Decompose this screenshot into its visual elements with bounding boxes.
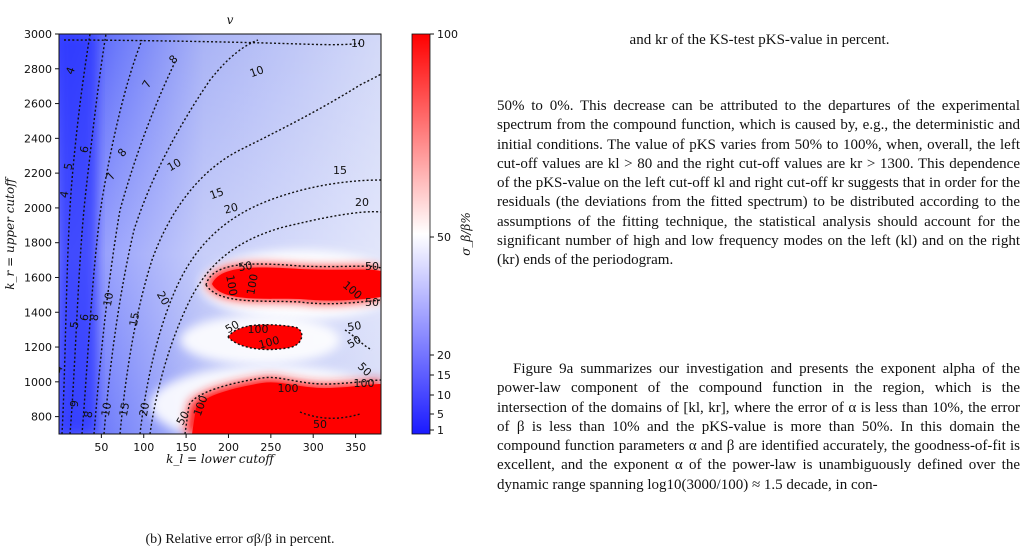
svg-text:100: 100 — [248, 323, 269, 336]
paragraph-2: Figure 9a summarizes our investigation a… — [497, 361, 1020, 493]
contour-lines — [61, 34, 381, 434]
svg-text:4: 4 — [63, 65, 78, 76]
y-tick-label: 800 — [31, 411, 52, 424]
colorbar-tick-label: 50 — [437, 231, 451, 244]
x-tick-label: 100 — [133, 441, 154, 454]
x-tick-label: 50 — [94, 441, 108, 454]
svg-text:5: 5 — [62, 162, 76, 171]
y-tick-label: 1000 — [24, 376, 52, 389]
heatmap-field: 10 10 10 15 15 20 20 4 4 4 5 5 6 6 9 7 8… — [52, 34, 381, 434]
svg-text:9: 9 — [68, 400, 82, 408]
y-tick-label: 1400 — [24, 306, 52, 319]
svg-text:50: 50 — [174, 409, 192, 428]
svg-text:50: 50 — [313, 418, 327, 431]
colorbar-tick-label: 5 — [437, 408, 444, 421]
x-axis: 50 100 150 200 250 300 350 — [94, 434, 366, 454]
svg-text:10: 10 — [351, 37, 365, 50]
svg-text:20: 20 — [137, 401, 152, 417]
paragraph-1: 50% to 0%. This decrease can be attribut… — [497, 98, 1020, 269]
y-tick-label: 1800 — [24, 237, 52, 250]
y-axis: 800 1000 1200 1400 1600 1800 2000 2200 2400 2600 2… — [24, 28, 59, 424]
colorbar-label: σ_β/β% — [459, 212, 473, 256]
svg-text:50: 50 — [365, 296, 379, 309]
panel-title: v — [227, 13, 234, 27]
colorbar-gradient — [411, 33, 431, 435]
y-tick-label: 2600 — [24, 98, 52, 111]
svg-text:50: 50 — [346, 319, 362, 334]
svg-text:15: 15 — [333, 164, 347, 177]
plot-frame — [58, 33, 382, 435]
colorbar-tick-label: 20 — [437, 349, 451, 362]
colorbar-tick-label: 15 — [437, 369, 451, 382]
x-tick-label: 250 — [260, 441, 281, 454]
svg-text:20: 20 — [154, 289, 172, 308]
colorbar-tick-label: 100 — [437, 28, 458, 41]
svg-text:4: 4 — [52, 366, 66, 374]
svg-text:100: 100 — [278, 382, 299, 395]
x-tick-label: 200 — [218, 441, 239, 454]
svg-text:50: 50 — [365, 260, 379, 273]
svg-text:50: 50 — [345, 333, 364, 351]
y-tick-label: 1600 — [24, 271, 52, 284]
svg-text:50: 50 — [223, 318, 242, 336]
svg-text:20: 20 — [355, 196, 369, 209]
y-tick-label: 2400 — [24, 132, 52, 145]
heatmap-figure: 10 10 10 15 15 20 20 4 4 4 5 5 6 6 9 7 8… — [3, 13, 473, 466]
x-tick-label: 150 — [176, 441, 197, 454]
svg-text:15: 15 — [117, 401, 132, 417]
svg-text:10: 10 — [248, 63, 266, 80]
svg-text:6: 6 — [78, 313, 92, 322]
svg-text:15: 15 — [208, 185, 226, 202]
svg-text:10: 10 — [99, 401, 114, 417]
figure-caption: (b) Relative error σβ/β in percent. — [145, 532, 335, 547]
svg-text:7: 7 — [103, 171, 118, 183]
svg-text:8: 8 — [82, 410, 96, 419]
y-tick-label: 2200 — [24, 167, 52, 180]
x-tick-label: 350 — [345, 441, 366, 454]
svg-text:10: 10 — [101, 291, 116, 307]
x-tick-label: 300 — [303, 441, 324, 454]
svg-text:4: 4 — [58, 190, 72, 199]
svg-text:20: 20 — [223, 201, 240, 217]
y-tick-label: 1200 — [24, 341, 52, 354]
svg-text:6: 6 — [78, 145, 92, 154]
colorbar-tick-label: 1 — [437, 424, 444, 437]
svg-text:100: 100 — [244, 273, 260, 296]
svg-text:15: 15 — [127, 311, 142, 327]
colorbar-tick-label: 10 — [437, 389, 451, 402]
figure-panel: 10 10 10 15 15 20 20 4 4 4 5 5 6 6 9 7 8… — [0, 0, 480, 548]
svg-text:100: 100 — [257, 334, 281, 352]
svg-text:10: 10 — [165, 156, 184, 174]
x-axis-label: k_l = lower cutoff — [166, 452, 276, 466]
high-error-regions — [150, 250, 381, 434]
svg-text:100: 100 — [223, 274, 239, 297]
y-tick-label: 3000 — [24, 28, 52, 41]
svg-text:50: 50 — [237, 259, 253, 274]
y-tick-label: 2000 — [24, 202, 52, 215]
y-axis-label: k_r = upper cutoff — [3, 176, 17, 290]
y-tick-label: 2800 — [24, 63, 52, 76]
previous-caption-fragment: and kr of the KS-test pKS-value in perce… — [629, 32, 890, 48]
svg-text:100: 100 — [354, 377, 375, 390]
svg-text:8: 8 — [88, 313, 102, 322]
svg-text:5: 5 — [68, 321, 82, 329]
